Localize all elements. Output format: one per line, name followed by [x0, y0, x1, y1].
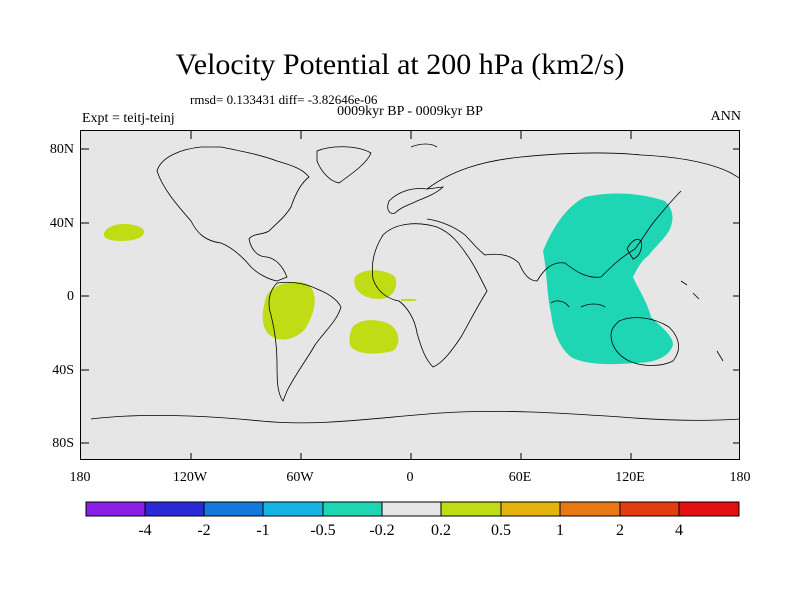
colorbar-swatch: [500, 501, 561, 517]
map-panel: [80, 130, 740, 460]
lat-label: 40N: [50, 216, 74, 231]
colorbar-swatch: [678, 501, 740, 517]
season-label: ANN: [710, 109, 741, 124]
experiment-label: Expt = teitj-teinj: [82, 111, 175, 126]
lon-label: 60W: [286, 470, 314, 485]
chart-title: Velocity Potential at 200 hPa (km2/s): [175, 48, 625, 81]
colorbar-label: 1: [556, 522, 564, 539]
colorbar-label: 0.5: [491, 522, 511, 539]
central-pacific-positive-region: [103, 223, 145, 241]
colorbar-swatch: [619, 501, 680, 517]
colorbar-label: -4: [138, 522, 151, 539]
lon-label: 120W: [173, 470, 208, 485]
gulf-guinea-positive-region: [401, 299, 417, 301]
period-label: 0009kyr BP - 0009kyr BP: [337, 104, 483, 119]
stats-line: rmsd= 0.133431 diff= -3.82646e-06: [190, 92, 378, 107]
colorbar-label: 0.2: [431, 522, 451, 539]
lat-label: 0: [67, 289, 74, 304]
amazon-positive-region: [262, 281, 315, 340]
indo-pacific-negative-region: [543, 193, 673, 365]
lon-label: 120E: [615, 470, 645, 485]
lon-label: 0: [407, 470, 414, 485]
south-atlantic-positive-region: [349, 320, 399, 354]
colorbar-swatch: [85, 501, 146, 517]
colorbar-swatch: [262, 501, 324, 517]
colorbar-swatch: [559, 501, 621, 517]
lon-label: 60E: [509, 470, 532, 485]
colorbar-swatch: [381, 501, 442, 517]
tick-marks: [81, 131, 739, 459]
colorbar-label: -1: [256, 522, 269, 539]
colorbar-label: 4: [675, 522, 683, 539]
lat-label: 80S: [52, 436, 74, 451]
colorbar-swatch: [203, 501, 264, 517]
colorbar-swatch: [322, 501, 383, 517]
lon-label: 180: [730, 470, 751, 485]
colorbar-swatch: [144, 501, 205, 517]
lat-label: 40S: [52, 363, 74, 378]
colorbar-swatch: [440, 501, 502, 517]
lon-label: 180: [70, 470, 91, 485]
colorbar: [85, 501, 740, 517]
colorbar-label: -0.2: [369, 522, 394, 539]
lat-label: 80N: [50, 142, 74, 157]
colorbar-label: -0.5: [310, 522, 335, 539]
colorbar-label: 2: [616, 522, 624, 539]
world-map: [81, 131, 739, 459]
colorbar-label: -2: [197, 522, 210, 539]
coastlines: [90, 143, 739, 424]
